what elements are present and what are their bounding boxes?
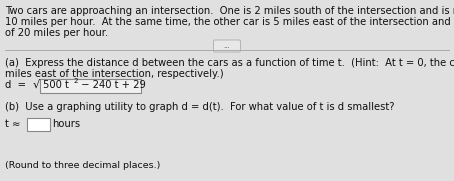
Text: of 20 miles per hour.: of 20 miles per hour.	[5, 28, 108, 38]
Text: √: √	[33, 80, 40, 90]
Text: 500 t: 500 t	[43, 80, 69, 90]
Text: d  =: d =	[5, 80, 29, 90]
Text: (a)  Express the distance d between the cars as a function of time t.  (Hint:  A: (a) Express the distance d between the c…	[5, 58, 454, 68]
Text: miles east of the intersection, respectively.): miles east of the intersection, respecti…	[5, 69, 224, 79]
FancyBboxPatch shape	[213, 40, 241, 52]
FancyBboxPatch shape	[39, 79, 140, 92]
Text: 10 miles per hour.  At the same time, the other car is 5 miles east of the inter: 10 miles per hour. At the same time, the…	[5, 17, 454, 27]
Text: 2: 2	[73, 78, 78, 84]
Text: − 240 t + 29: − 240 t + 29	[78, 80, 146, 90]
Text: ...: ...	[224, 43, 230, 49]
Text: t ≈: t ≈	[5, 119, 20, 129]
Text: (Round to three decimal places.): (Round to three decimal places.)	[5, 161, 160, 170]
Text: hours: hours	[52, 119, 80, 129]
Text: Two cars are approaching an intersection.  One is 2 miles south of the intersect: Two cars are approaching an intersection…	[5, 6, 454, 16]
Text: (b)  Use a graphing utility to graph d = d(t).  For what value of t is d smalles: (b) Use a graphing utility to graph d = …	[5, 102, 395, 112]
FancyBboxPatch shape	[26, 117, 49, 131]
